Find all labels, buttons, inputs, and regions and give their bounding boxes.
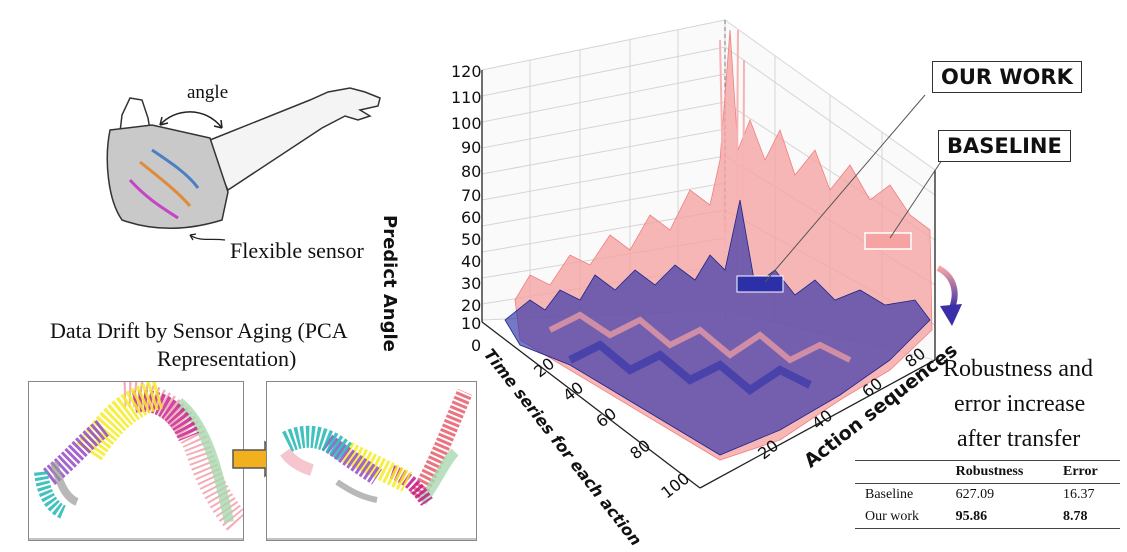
row-baseline-name: Baseline <box>865 487 914 502</box>
z-tick-60: 60 <box>461 208 482 227</box>
z-axis-label: Predict Angle <box>379 215 400 352</box>
z-tick-30: 30 <box>461 274 482 293</box>
z-tick-70: 70 <box>461 186 482 205</box>
arm-illustration <box>106 87 381 241</box>
z-tick-80: 80 <box>461 162 482 181</box>
baseline-label: BASELINE <box>938 130 1071 162</box>
z-tick-10: 10 <box>461 314 482 333</box>
row-baseline-robustness: 627.09 <box>955 487 995 502</box>
flexible-sensor-label: Flexible sensor <box>230 238 364 263</box>
z-tick-120: 120 <box>451 62 482 81</box>
table-header-robustness: Robustness <box>945 460 1053 484</box>
table-header-error: Error <box>1052 460 1120 484</box>
z-tick-20: 20 <box>461 296 482 315</box>
results-table-wrap: Robustness Error Baseline 627.09 16.37 O… <box>855 460 1120 529</box>
drift-title-line2: Representation) <box>157 346 297 371</box>
z-tick-0: 0 <box>471 336 482 355</box>
baseline-marker <box>864 232 912 250</box>
degradation-arrow <box>936 265 962 326</box>
row-ours-error: 8.78 <box>1052 506 1120 529</box>
surface-plot-3d <box>481 19 943 489</box>
drift-title-line1: Data Drift by Sensor Aging (PCA <box>50 318 348 343</box>
conclusion-line2: error increase <box>954 391 1086 417</box>
row-ours-robustness: 95.86 <box>945 506 1053 529</box>
z-tick-90: 90 <box>461 138 482 157</box>
z-tick-50: 50 <box>461 230 482 249</box>
results-table: Robustness Error Baseline 627.09 16.37 O… <box>855 460 1120 529</box>
scatter-after <box>266 381 477 541</box>
row-baseline-error: 16.37 <box>1062 487 1095 502</box>
our-work-marker <box>736 275 784 293</box>
conclusion-line1: Robustness and <box>943 356 1093 382</box>
scatter-before <box>28 381 244 541</box>
z-tick-110: 110 <box>451 88 482 107</box>
angle-label: angle <box>187 82 229 103</box>
z-tick-40: 40 <box>461 252 482 271</box>
table-header-blank <box>855 460 946 484</box>
table-row: Our work 95.86 8.78 <box>855 506 1120 529</box>
table-row: Baseline 627.09 16.37 <box>855 484 1120 507</box>
z-tick-100: 100 <box>451 114 482 133</box>
our-work-label: OUR WORK <box>932 61 1082 93</box>
conclusion-line3: after transfer <box>957 426 1081 452</box>
sensor-sleeve <box>106 124 229 229</box>
row-ours-name: Our work <box>855 506 946 529</box>
